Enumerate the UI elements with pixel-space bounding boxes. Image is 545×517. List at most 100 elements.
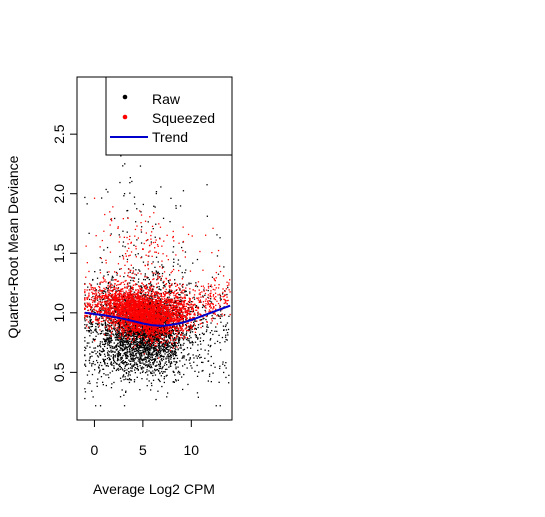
squeezed-point [136, 327, 138, 329]
raw-point [144, 357, 146, 359]
raw-point [133, 347, 135, 350]
raw-point [95, 305, 97, 308]
raw-point [125, 323, 127, 325]
raw-point [161, 385, 163, 388]
raw-point [154, 266, 156, 268]
raw-point [162, 351, 165, 353]
squeezed-point [151, 225, 154, 227]
raw-point [202, 325, 204, 327]
raw-point [154, 349, 157, 351]
raw-point [138, 362, 141, 364]
squeezed-point [109, 224, 111, 226]
raw-point [110, 363, 112, 365]
raw-point [136, 335, 138, 337]
raw-point [154, 323, 156, 325]
raw-point [132, 345, 135, 347]
raw-point [127, 363, 130, 365]
raw-point [121, 356, 123, 358]
raw-point [143, 346, 145, 348]
raw-point [118, 331, 120, 334]
raw-point [99, 309, 101, 311]
squeezed-point [153, 316, 155, 318]
raw-point [96, 359, 98, 362]
squeezed-point [157, 293, 159, 295]
raw-point [117, 328, 119, 330]
raw-point [123, 405, 126, 407]
squeezed-point [124, 297, 126, 300]
raw-point [130, 335, 132, 338]
raw-point [90, 309, 92, 311]
raw-point [136, 347, 138, 349]
squeezed-point [189, 270, 192, 272]
squeezed-point [146, 336, 148, 338]
raw-point [174, 337, 176, 339]
raw-point [130, 340, 133, 342]
raw-point [99, 361, 102, 364]
squeezed-point [178, 311, 180, 313]
raw-point [207, 344, 210, 346]
raw-point [153, 358, 155, 360]
raw-point [130, 294, 133, 296]
raw-point [207, 289, 209, 292]
raw-point [119, 344, 122, 347]
raw-point [151, 342, 153, 345]
raw-point [103, 338, 105, 340]
squeezed-point [179, 314, 181, 317]
raw-point [140, 231, 143, 233]
raw-point [134, 372, 136, 374]
raw-point [129, 360, 131, 362]
raw-point [129, 285, 132, 287]
raw-point [188, 328, 190, 331]
raw-point [113, 342, 115, 344]
squeezed-point [123, 331, 126, 333]
raw-point [155, 353, 157, 355]
raw-point [125, 313, 128, 315]
raw-point [132, 360, 134, 362]
raw-point [84, 363, 86, 365]
raw-point [128, 343, 130, 345]
raw-point [185, 290, 187, 293]
squeezed-point [119, 294, 121, 296]
squeezed-point [122, 332, 124, 334]
squeezed-point [137, 302, 139, 304]
squeezed-point [166, 321, 168, 323]
raw-point [170, 356, 172, 358]
raw-point [214, 317, 216, 320]
raw-point [130, 379, 132, 381]
raw-point [142, 349, 144, 351]
raw-point [145, 284, 148, 286]
squeezed-point [88, 292, 90, 294]
squeezed-point [157, 297, 159, 299]
raw-point [120, 333, 122, 335]
raw-point [155, 398, 157, 401]
raw-point [142, 339, 144, 342]
raw-point [175, 327, 177, 329]
squeezed-point [154, 322, 156, 325]
raw-point [133, 349, 135, 351]
raw-point [226, 293, 228, 296]
raw-point [198, 354, 201, 356]
raw-point [98, 323, 100, 325]
raw-point [209, 373, 211, 375]
raw-point [162, 355, 164, 358]
raw-point [142, 360, 144, 362]
raw-point [118, 364, 120, 366]
raw-point [147, 343, 150, 346]
raw-point [162, 266, 164, 268]
squeezed-point [183, 296, 186, 298]
raw-point [141, 354, 143, 356]
raw-point [110, 337, 112, 339]
raw-point [144, 340, 146, 342]
squeezed-point [184, 297, 186, 300]
raw-point [126, 324, 128, 326]
squeezed-point [117, 287, 119, 290]
squeezed-point [162, 334, 165, 336]
raw-point [115, 333, 117, 336]
squeezed-point [170, 284, 172, 287]
squeezed-point [113, 313, 115, 315]
raw-point [144, 332, 146, 334]
raw-point [123, 195, 125, 197]
raw-point [121, 389, 123, 391]
squeezed-point [110, 332, 113, 334]
raw-point [144, 328, 146, 330]
